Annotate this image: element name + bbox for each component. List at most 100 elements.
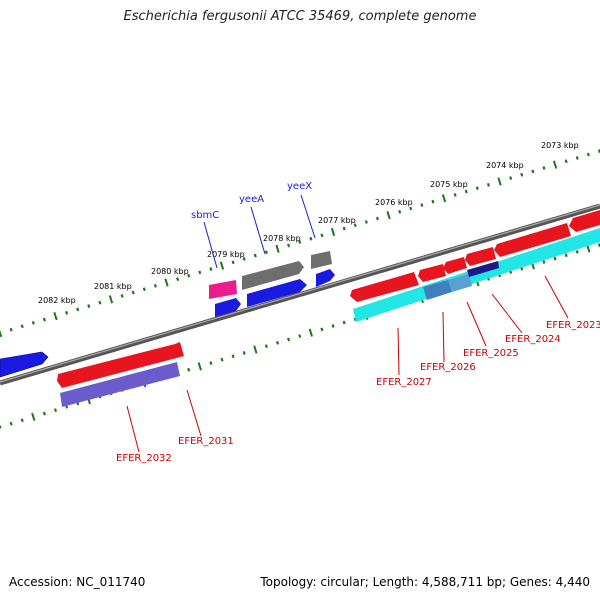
minor-tick	[198, 270, 202, 275]
minor-tick	[264, 250, 268, 255]
minor-tick	[76, 307, 80, 312]
minor-tick	[520, 172, 524, 177]
accession-label: Accession: NC_011740	[9, 575, 146, 589]
major-tick	[53, 312, 58, 321]
gene-arrow-red[interactable]	[569, 210, 600, 232]
gene-arrow-gray[interactable]	[311, 251, 332, 269]
minor-tick	[575, 250, 579, 254]
minor-tick	[131, 290, 135, 295]
minor-tick	[120, 294, 124, 298]
minor-tick	[253, 253, 257, 258]
minor-tick	[331, 324, 335, 328]
kbp-label: 2082 kbp	[38, 296, 76, 305]
minor-tick	[9, 327, 13, 332]
minor-tick	[187, 273, 191, 278]
gene-arrow-steel[interactable]	[423, 280, 452, 300]
gene-label-EFER_2025[interactable]: EFER_2025	[463, 348, 519, 359]
gene-arrow-blue[interactable]	[215, 298, 241, 317]
kbp-label: 2077 kbp	[318, 216, 356, 225]
minor-tick	[509, 176, 513, 180]
gene-arrow-red[interactable]	[465, 247, 496, 266]
gene-label-EFER_2031[interactable]: EFER_2031	[178, 436, 234, 447]
minor-tick	[20, 324, 24, 329]
forward-label-leaders	[203, 194, 316, 269]
minor-tick	[287, 337, 291, 342]
major-tick	[275, 244, 280, 253]
minor-tick	[564, 253, 568, 258]
minor-tick	[464, 189, 468, 194]
minor-tick	[398, 209, 402, 214]
minor-tick	[264, 344, 268, 349]
major-tick	[0, 329, 3, 338]
gene-arrow-purple[interactable]	[60, 362, 180, 407]
gene-arrow-blue[interactable]	[316, 269, 335, 287]
kbp-label: 2073 kbp	[541, 141, 579, 150]
gene-arrow-red[interactable]	[418, 264, 446, 282]
minor-tick	[20, 418, 24, 423]
kbp-label: 2080 kbp	[151, 267, 189, 276]
minor-tick	[242, 257, 246, 261]
upper-tick-track	[0, 149, 600, 338]
gene-label-EFER_2023[interactable]: EFER_2023	[546, 320, 600, 331]
major-tick	[308, 328, 313, 337]
minor-tick	[309, 236, 313, 241]
gene-label-EFER_2032[interactable]: EFER_2032	[116, 453, 172, 464]
minor-tick	[220, 357, 224, 362]
minor-tick	[209, 361, 213, 365]
minor-tick	[564, 159, 568, 164]
gene-arrow-navy[interactable]	[467, 261, 499, 277]
minor-tick	[176, 277, 180, 282]
kbp-label: 2081 kbp	[94, 282, 132, 291]
gene-arrow-red[interactable]	[443, 257, 467, 274]
minor-tick	[431, 199, 435, 204]
major-tick	[253, 345, 258, 354]
gene-label-yeeA[interactable]: yeeA	[239, 194, 264, 205]
minor-tick	[42, 411, 46, 416]
gene-label-sbmC[interactable]: sbmC	[191, 210, 219, 221]
kbp-label: 2076 kbp	[375, 198, 413, 207]
gene-arrow-red[interactable]	[57, 342, 184, 388]
minor-tick	[0, 425, 2, 429]
minor-tick	[242, 351, 246, 355]
kbp-label: 2074 kbp	[486, 161, 524, 170]
minor-tick	[553, 256, 557, 261]
major-tick	[552, 160, 558, 169]
gene-label-EFER_2026[interactable]: EFER_2026	[420, 362, 476, 373]
minor-tick	[53, 408, 58, 413]
genome-backbone	[0, 203, 600, 386]
minor-tick	[209, 267, 213, 271]
minor-tick	[231, 260, 235, 265]
minor-tick	[31, 321, 35, 325]
minor-tick	[342, 226, 346, 231]
minor-tick	[298, 334, 302, 338]
minor-tick	[187, 367, 191, 372]
minor-tick	[353, 223, 357, 228]
minor-tick	[342, 320, 346, 325]
gene-arrow-gray[interactable]	[242, 261, 304, 290]
gene-label-EFER_2027[interactable]: EFER_2027	[376, 377, 432, 388]
minor-tick	[586, 152, 590, 157]
gene-arrow-magenta[interactable]	[209, 280, 237, 299]
gene-arrow-red[interactable]	[494, 223, 571, 257]
gene-arrow-blue[interactable]	[247, 279, 307, 307]
minor-tick	[475, 186, 479, 191]
minor-tick	[42, 317, 46, 322]
minor-tick	[542, 166, 546, 170]
gene-arrow-red[interactable]	[350, 272, 419, 302]
gene-arrow-blue[interactable]	[0, 351, 49, 378]
gene-label-EFER_2024[interactable]: EFER_2024	[505, 334, 561, 345]
gene-label-yeeX[interactable]: yeeX	[287, 181, 312, 192]
major-tick	[386, 211, 391, 220]
kbp-label: 2079 kbp	[207, 250, 245, 259]
major-tick	[164, 278, 169, 287]
minor-tick	[320, 233, 324, 238]
gene-arrow-cyan[interactable]	[353, 228, 600, 322]
minor-tick	[231, 354, 235, 359]
gene-arrow-steel[interactable]	[448, 274, 472, 292]
minor-tick	[142, 287, 146, 292]
major-tick	[441, 194, 447, 203]
forward-strand-genes	[0, 251, 335, 378]
kbp-scale-labels: 2073 kbp 2074 kbp 2075 kbp 2076 kbp 2077…	[38, 141, 579, 305]
